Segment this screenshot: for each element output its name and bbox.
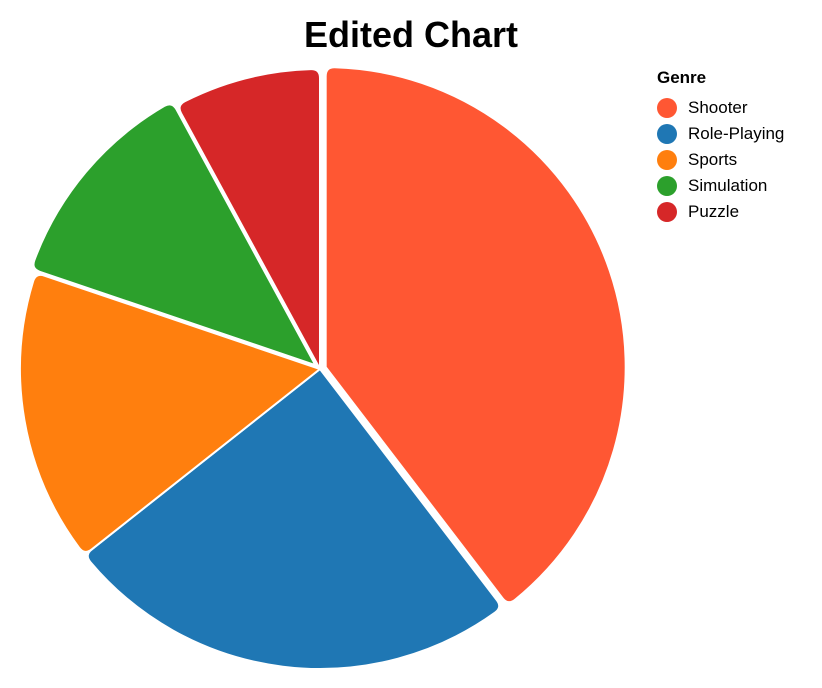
pie-slice-sports	[19, 273, 321, 553]
pie-slice-role-playing	[86, 368, 501, 670]
legend-label: Shooter	[688, 98, 748, 117]
chart-title: Edited Chart	[303, 14, 518, 55]
legend-title: Genre	[657, 68, 707, 87]
legend-swatch-puzzle	[657, 202, 677, 222]
legend-label: Role-Playing	[688, 124, 785, 143]
legend-items: Shooter Role-Playing Sports Simulation Puzzl…	[657, 95, 784, 225]
legend-swatch-role-playing	[657, 124, 677, 144]
legend-item-role-playing: Role-Playing	[657, 121, 784, 147]
legend-swatch-shooter	[657, 98, 677, 118]
legend: Genre Shooter Role-Playing Sports Simulatio…	[657, 68, 784, 225]
pie-slice-puzzle	[178, 68, 321, 370]
legend-item-shooter: Shooter	[657, 95, 784, 121]
legend-swatch-sports	[657, 150, 677, 170]
pie-slice-shooter	[324, 66, 627, 604]
pie-slice-simulation	[32, 103, 317, 367]
legend-label: Puzzle	[688, 202, 740, 221]
legend-swatch-simulation	[657, 176, 677, 196]
legend-item-puzzle: Puzzle	[657, 199, 784, 225]
legend-item-sports: Sports	[657, 147, 784, 173]
legend-label: Sports	[688, 150, 738, 169]
legend-item-simulation: Simulation	[657, 173, 784, 199]
pie-slices	[19, 66, 627, 670]
legend-label: Simulation	[688, 176, 768, 195]
